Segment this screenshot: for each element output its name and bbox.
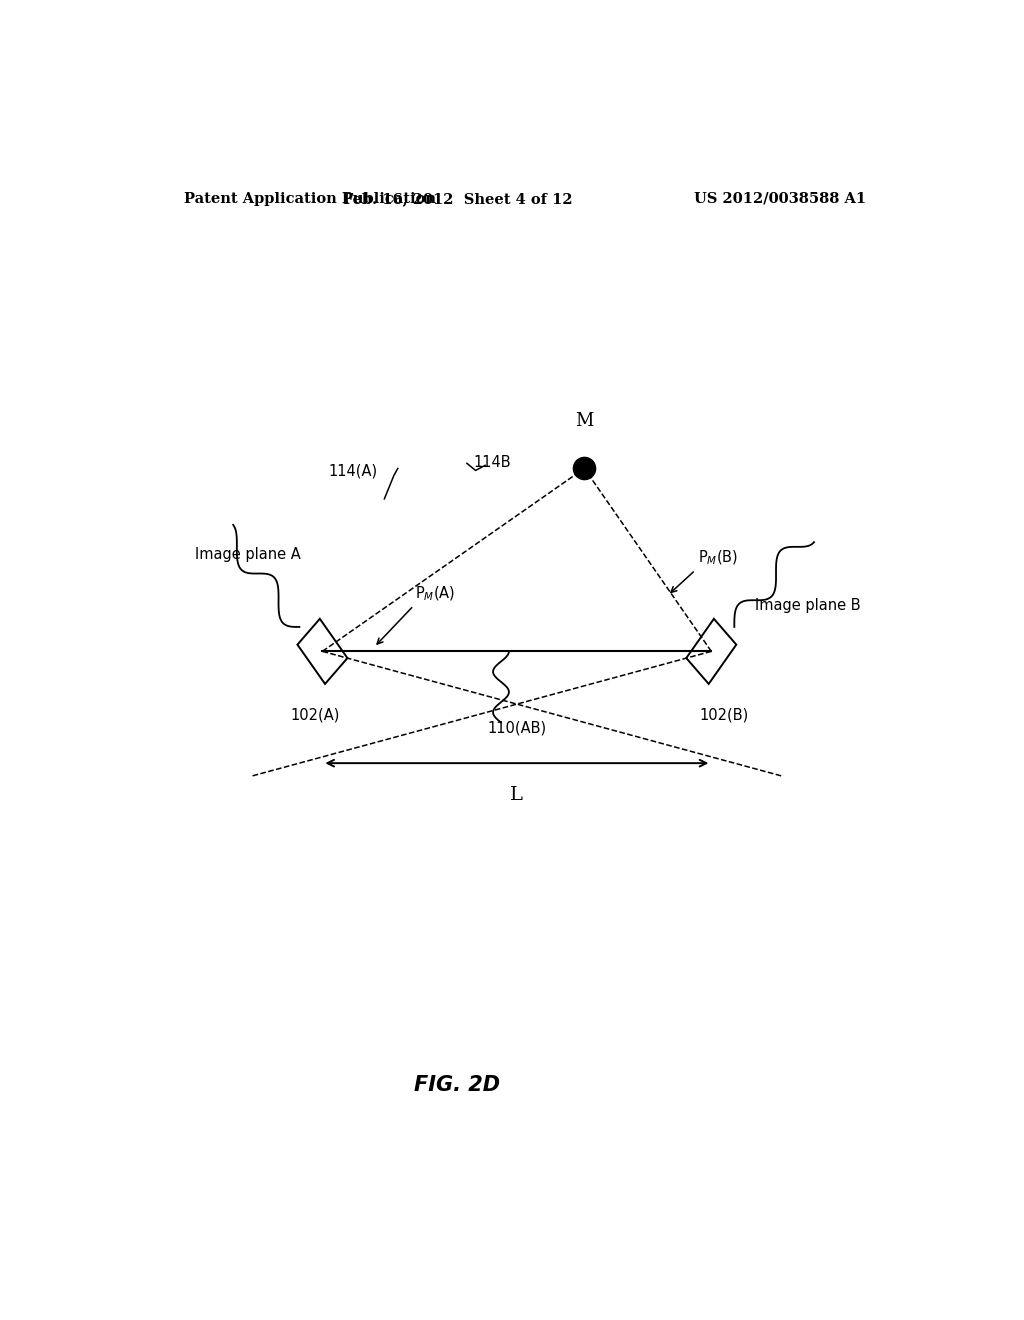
Text: P$_M$(B): P$_M$(B) [697,549,738,568]
Text: US 2012/0038588 A1: US 2012/0038588 A1 [694,191,866,206]
Text: 114B: 114B [473,455,511,470]
Text: Image plane B: Image plane B [755,598,860,612]
Text: 102(A): 102(A) [291,708,340,722]
Text: 110(AB): 110(AB) [487,721,547,735]
Text: L: L [510,785,523,804]
Text: Image plane A: Image plane A [196,548,301,562]
Text: FIG. 2D: FIG. 2D [415,1076,501,1096]
Text: P$_M$(A): P$_M$(A) [416,585,456,602]
Text: 114(A): 114(A) [329,463,378,479]
Text: M: M [575,412,594,430]
Text: Feb. 16, 2012  Sheet 4 of 12: Feb. 16, 2012 Sheet 4 of 12 [343,191,572,206]
Text: 102(B): 102(B) [699,708,749,722]
Text: Patent Application Publication: Patent Application Publication [183,191,435,206]
